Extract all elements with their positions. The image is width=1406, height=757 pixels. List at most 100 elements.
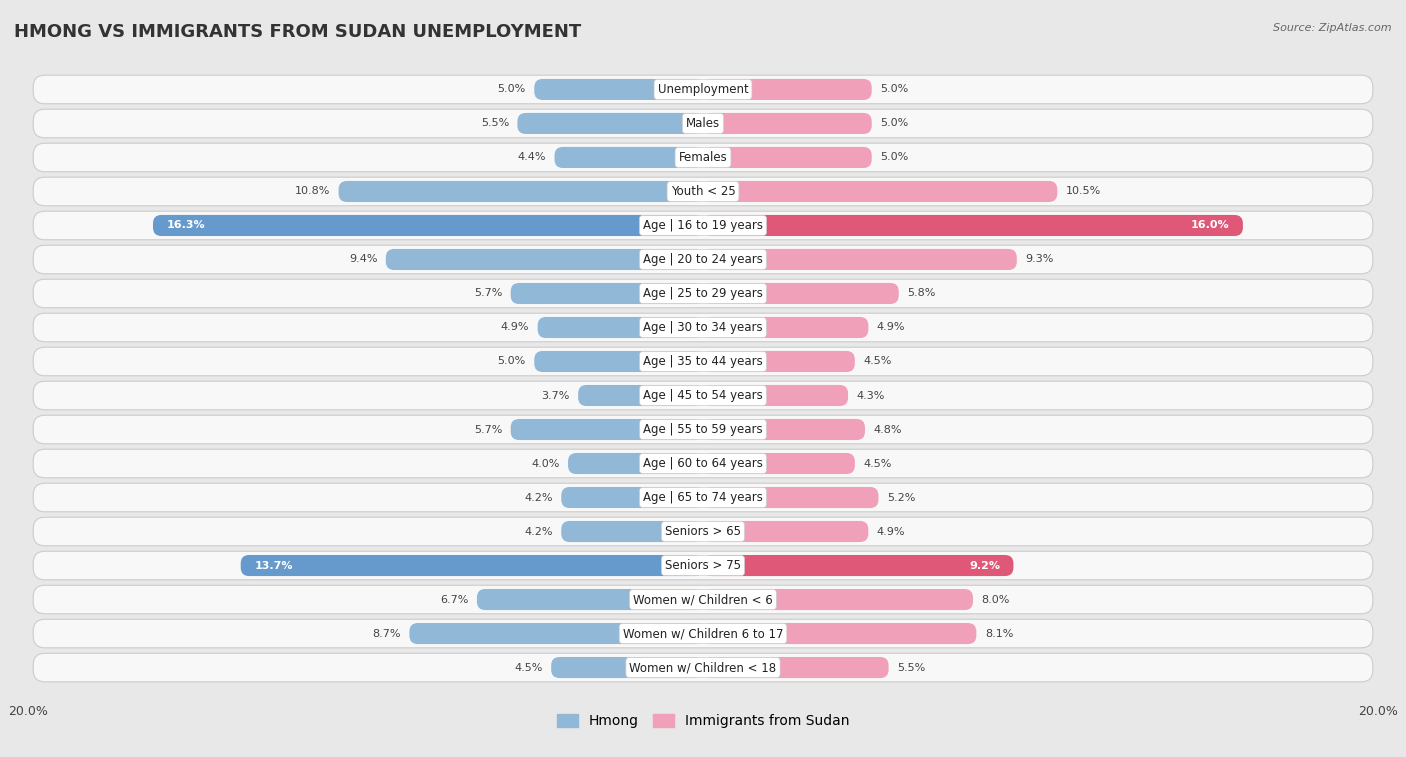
Text: 5.2%: 5.2% [887, 493, 915, 503]
Text: 5.5%: 5.5% [481, 118, 509, 129]
FancyBboxPatch shape [703, 589, 973, 610]
FancyBboxPatch shape [703, 147, 872, 168]
Text: Women w/ Children 6 to 17: Women w/ Children 6 to 17 [623, 627, 783, 640]
Legend: Hmong, Immigrants from Sudan: Hmong, Immigrants from Sudan [551, 709, 855, 734]
FancyBboxPatch shape [240, 555, 703, 576]
FancyBboxPatch shape [551, 657, 703, 678]
FancyBboxPatch shape [34, 551, 1372, 580]
FancyBboxPatch shape [703, 453, 855, 474]
FancyBboxPatch shape [34, 177, 1372, 206]
Text: Age | 35 to 44 years: Age | 35 to 44 years [643, 355, 763, 368]
FancyBboxPatch shape [703, 487, 879, 508]
FancyBboxPatch shape [34, 416, 1372, 444]
FancyBboxPatch shape [703, 79, 872, 100]
FancyBboxPatch shape [537, 317, 703, 338]
Text: 4.9%: 4.9% [877, 322, 905, 332]
Text: 9.2%: 9.2% [969, 560, 1000, 571]
FancyBboxPatch shape [385, 249, 703, 270]
Text: 4.2%: 4.2% [524, 527, 553, 537]
FancyBboxPatch shape [703, 521, 869, 542]
FancyBboxPatch shape [517, 113, 703, 134]
Text: 10.5%: 10.5% [1066, 186, 1101, 197]
Text: 4.2%: 4.2% [524, 493, 553, 503]
FancyBboxPatch shape [34, 483, 1372, 512]
Text: 13.7%: 13.7% [254, 560, 292, 571]
FancyBboxPatch shape [34, 143, 1372, 172]
FancyBboxPatch shape [34, 211, 1372, 240]
FancyBboxPatch shape [703, 283, 898, 304]
FancyBboxPatch shape [534, 79, 703, 100]
Text: Unemployment: Unemployment [658, 83, 748, 96]
FancyBboxPatch shape [339, 181, 703, 202]
Text: Women w/ Children < 6: Women w/ Children < 6 [633, 593, 773, 606]
Text: 5.0%: 5.0% [880, 118, 908, 129]
FancyBboxPatch shape [534, 351, 703, 372]
Text: Youth < 25: Youth < 25 [671, 185, 735, 198]
Text: Seniors > 75: Seniors > 75 [665, 559, 741, 572]
Text: 4.3%: 4.3% [856, 391, 884, 400]
FancyBboxPatch shape [34, 449, 1372, 478]
Text: Seniors > 65: Seniors > 65 [665, 525, 741, 538]
Text: Age | 65 to 74 years: Age | 65 to 74 years [643, 491, 763, 504]
Text: Males: Males [686, 117, 720, 130]
Text: 9.3%: 9.3% [1025, 254, 1053, 264]
FancyBboxPatch shape [153, 215, 703, 236]
FancyBboxPatch shape [561, 487, 703, 508]
Text: 5.0%: 5.0% [880, 85, 908, 95]
Text: 16.0%: 16.0% [1191, 220, 1229, 230]
Text: 5.8%: 5.8% [907, 288, 935, 298]
FancyBboxPatch shape [703, 351, 855, 372]
Text: 4.9%: 4.9% [877, 527, 905, 537]
Text: Age | 16 to 19 years: Age | 16 to 19 years [643, 219, 763, 232]
FancyBboxPatch shape [568, 453, 703, 474]
FancyBboxPatch shape [34, 653, 1372, 682]
FancyBboxPatch shape [34, 585, 1372, 614]
Text: Age | 25 to 29 years: Age | 25 to 29 years [643, 287, 763, 300]
Text: 8.0%: 8.0% [981, 594, 1010, 605]
FancyBboxPatch shape [703, 113, 872, 134]
FancyBboxPatch shape [703, 385, 848, 406]
Text: HMONG VS IMMIGRANTS FROM SUDAN UNEMPLOYMENT: HMONG VS IMMIGRANTS FROM SUDAN UNEMPLOYM… [14, 23, 581, 41]
FancyBboxPatch shape [34, 517, 1372, 546]
FancyBboxPatch shape [34, 347, 1372, 375]
FancyBboxPatch shape [703, 555, 1014, 576]
Text: 8.1%: 8.1% [984, 628, 1014, 639]
Text: 6.7%: 6.7% [440, 594, 468, 605]
Text: Women w/ Children < 18: Women w/ Children < 18 [630, 661, 776, 674]
Text: 5.5%: 5.5% [897, 662, 925, 672]
Text: 5.7%: 5.7% [474, 288, 502, 298]
FancyBboxPatch shape [561, 521, 703, 542]
Text: 5.0%: 5.0% [498, 85, 526, 95]
Text: Age | 55 to 59 years: Age | 55 to 59 years [643, 423, 763, 436]
FancyBboxPatch shape [34, 279, 1372, 308]
Text: 4.5%: 4.5% [515, 662, 543, 672]
Text: 8.7%: 8.7% [373, 628, 401, 639]
Text: 4.5%: 4.5% [863, 357, 891, 366]
FancyBboxPatch shape [34, 313, 1372, 341]
FancyBboxPatch shape [510, 419, 703, 440]
Text: 3.7%: 3.7% [541, 391, 569, 400]
FancyBboxPatch shape [703, 249, 1017, 270]
FancyBboxPatch shape [703, 181, 1057, 202]
Text: 10.8%: 10.8% [295, 186, 330, 197]
Text: 5.0%: 5.0% [880, 152, 908, 163]
FancyBboxPatch shape [703, 215, 1243, 236]
FancyBboxPatch shape [510, 283, 703, 304]
FancyBboxPatch shape [34, 75, 1372, 104]
FancyBboxPatch shape [34, 109, 1372, 138]
Text: Age | 60 to 64 years: Age | 60 to 64 years [643, 457, 763, 470]
Text: 4.9%: 4.9% [501, 322, 529, 332]
FancyBboxPatch shape [703, 419, 865, 440]
Text: Females: Females [679, 151, 727, 164]
Text: Source: ZipAtlas.com: Source: ZipAtlas.com [1274, 23, 1392, 33]
FancyBboxPatch shape [703, 657, 889, 678]
Text: Age | 45 to 54 years: Age | 45 to 54 years [643, 389, 763, 402]
Text: Age | 20 to 24 years: Age | 20 to 24 years [643, 253, 763, 266]
Text: 4.5%: 4.5% [863, 459, 891, 469]
FancyBboxPatch shape [34, 382, 1372, 410]
FancyBboxPatch shape [409, 623, 703, 644]
Text: 4.4%: 4.4% [517, 152, 546, 163]
Text: 4.8%: 4.8% [873, 425, 901, 435]
FancyBboxPatch shape [703, 317, 869, 338]
FancyBboxPatch shape [554, 147, 703, 168]
